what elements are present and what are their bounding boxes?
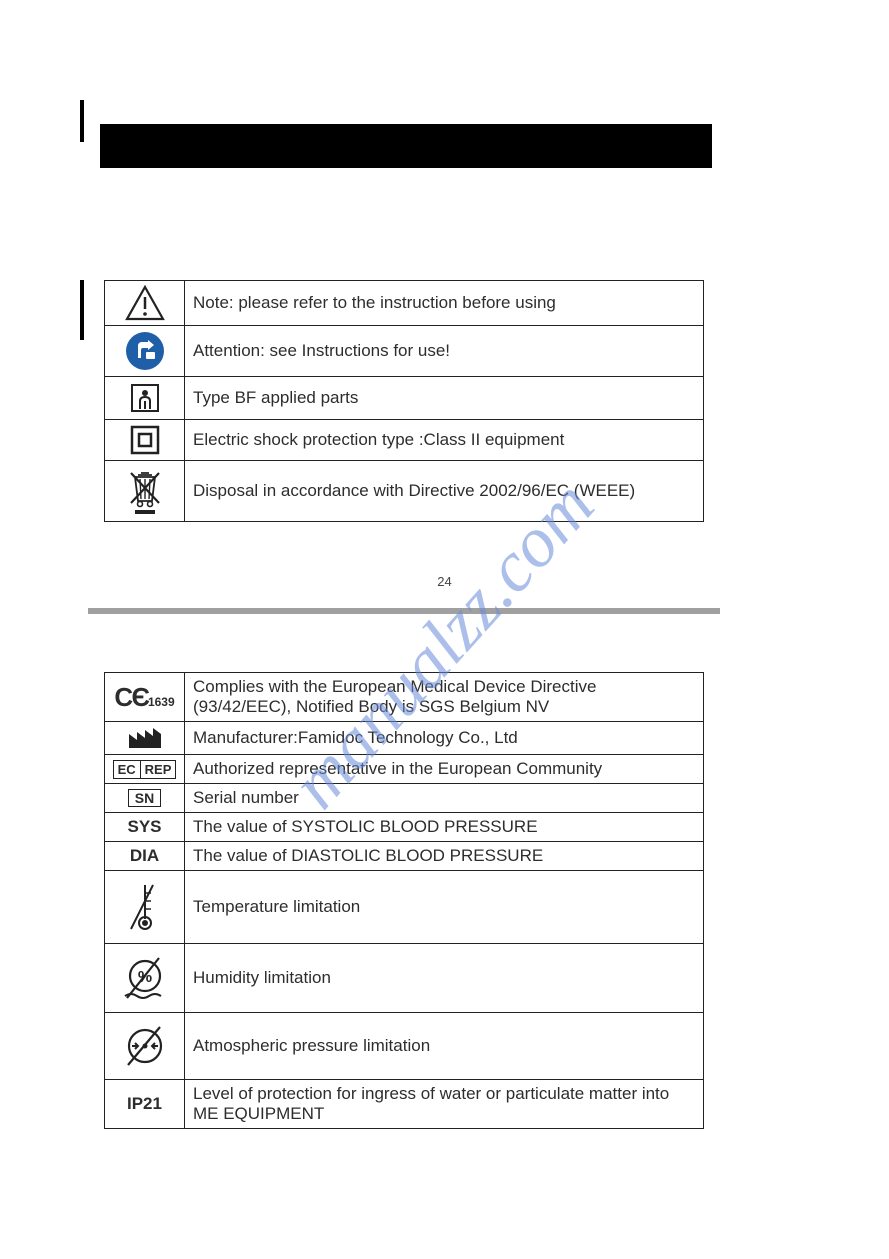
table-row: Electric shock protection type :Class II… bbox=[105, 420, 704, 461]
table-row: Disposal in accordance with Directive 20… bbox=[105, 461, 704, 522]
sys-label: SYS bbox=[105, 813, 185, 842]
symbol-description: Type BF applied parts bbox=[185, 377, 704, 420]
pressure-icon bbox=[105, 1013, 185, 1080]
edit-mark bbox=[80, 100, 84, 142]
redaction-bar bbox=[100, 124, 712, 168]
page-number: 24 bbox=[0, 574, 889, 589]
table-row: Attention: see Instructions for use! bbox=[105, 326, 704, 377]
table-row: Note: please refer to the instruction be… bbox=[105, 281, 704, 326]
class-ii-icon bbox=[105, 420, 185, 461]
symbol-description: The value of SYSTOLIC BLOOD PRESSURE bbox=[185, 813, 704, 842]
page: Note: please refer to the instruction be… bbox=[0, 0, 889, 1259]
symbol-description: Complies with the European Medical Devic… bbox=[185, 673, 704, 722]
table-row: C Є1639 Complies with the European Medic… bbox=[105, 673, 704, 722]
humidity-icon: % bbox=[105, 944, 185, 1013]
symbol-description: Note: please refer to the instruction be… bbox=[185, 281, 704, 326]
table-row: Atmospheric pressure limitation bbox=[105, 1013, 704, 1080]
symbol-description: Atmospheric pressure limitation bbox=[185, 1013, 704, 1080]
ce-mark-icon: C Є1639 bbox=[105, 673, 185, 722]
ip21-label: IP21 bbox=[105, 1080, 185, 1129]
symbol-description: Temperature limitation bbox=[185, 871, 704, 944]
type-bf-icon bbox=[105, 377, 185, 420]
symbol-description: Humidity limitation bbox=[185, 944, 704, 1013]
symbol-description: Attention: see Instructions for use! bbox=[185, 326, 704, 377]
symbol-description: Disposal in accordance with Directive 20… bbox=[185, 461, 704, 522]
table-row: SN Serial number bbox=[105, 784, 704, 813]
symbols-table-2: C Є1639 Complies with the European Medic… bbox=[104, 672, 704, 1129]
table-row: DIA The value of DIASTOLIC BLOOD PRESSUR… bbox=[105, 842, 704, 871]
symbol-description: Electric shock protection type :Class II… bbox=[185, 420, 704, 461]
symbol-description: The value of DIASTOLIC BLOOD PRESSURE bbox=[185, 842, 704, 871]
table-row: EC REP Authorized representative in the … bbox=[105, 755, 704, 784]
table-row: % Humidity limitation bbox=[105, 944, 704, 1013]
page-divider bbox=[88, 608, 720, 614]
weee-icon bbox=[105, 461, 185, 522]
edit-mark bbox=[80, 280, 84, 340]
dia-label: DIA bbox=[105, 842, 185, 871]
warning-icon bbox=[105, 281, 185, 326]
attention-manual-icon bbox=[105, 326, 185, 377]
table-row: Type BF applied parts bbox=[105, 377, 704, 420]
temperature-icon bbox=[105, 871, 185, 944]
symbol-description: Serial number bbox=[185, 784, 704, 813]
table-row: IP21 Level of protection for ingress of … bbox=[105, 1080, 704, 1129]
manufacturer-icon bbox=[105, 722, 185, 755]
sn-icon: SN bbox=[105, 784, 185, 813]
symbol-description: Manufacturer:Famidoc Technology Co., Ltd bbox=[185, 722, 704, 755]
ec-rep-icon: EC REP bbox=[105, 755, 185, 784]
table-row: SYS The value of SYSTOLIC BLOOD PRESSURE bbox=[105, 813, 704, 842]
table-row: Manufacturer:Famidoc Technology Co., Ltd bbox=[105, 722, 704, 755]
symbol-description: Authorized representative in the Europea… bbox=[185, 755, 704, 784]
symbol-description: Level of protection for ingress of water… bbox=[185, 1080, 704, 1129]
table-row: Temperature limitation bbox=[105, 871, 704, 944]
symbols-table-1: Note: please refer to the instruction be… bbox=[104, 280, 704, 522]
